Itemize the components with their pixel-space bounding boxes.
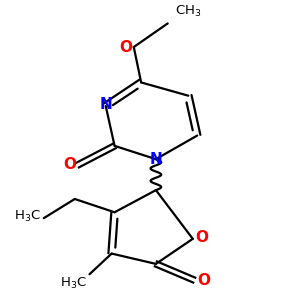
Text: H$_3$C: H$_3$C [60,276,87,291]
Text: O: O [63,157,76,172]
Text: O: O [197,273,210,288]
Text: CH$_3$: CH$_3$ [175,4,202,19]
Text: O: O [196,230,209,245]
Text: N: N [149,152,162,167]
Text: H$_3$C: H$_3$C [14,209,41,224]
Text: O: O [119,40,132,55]
Text: N: N [99,97,112,112]
